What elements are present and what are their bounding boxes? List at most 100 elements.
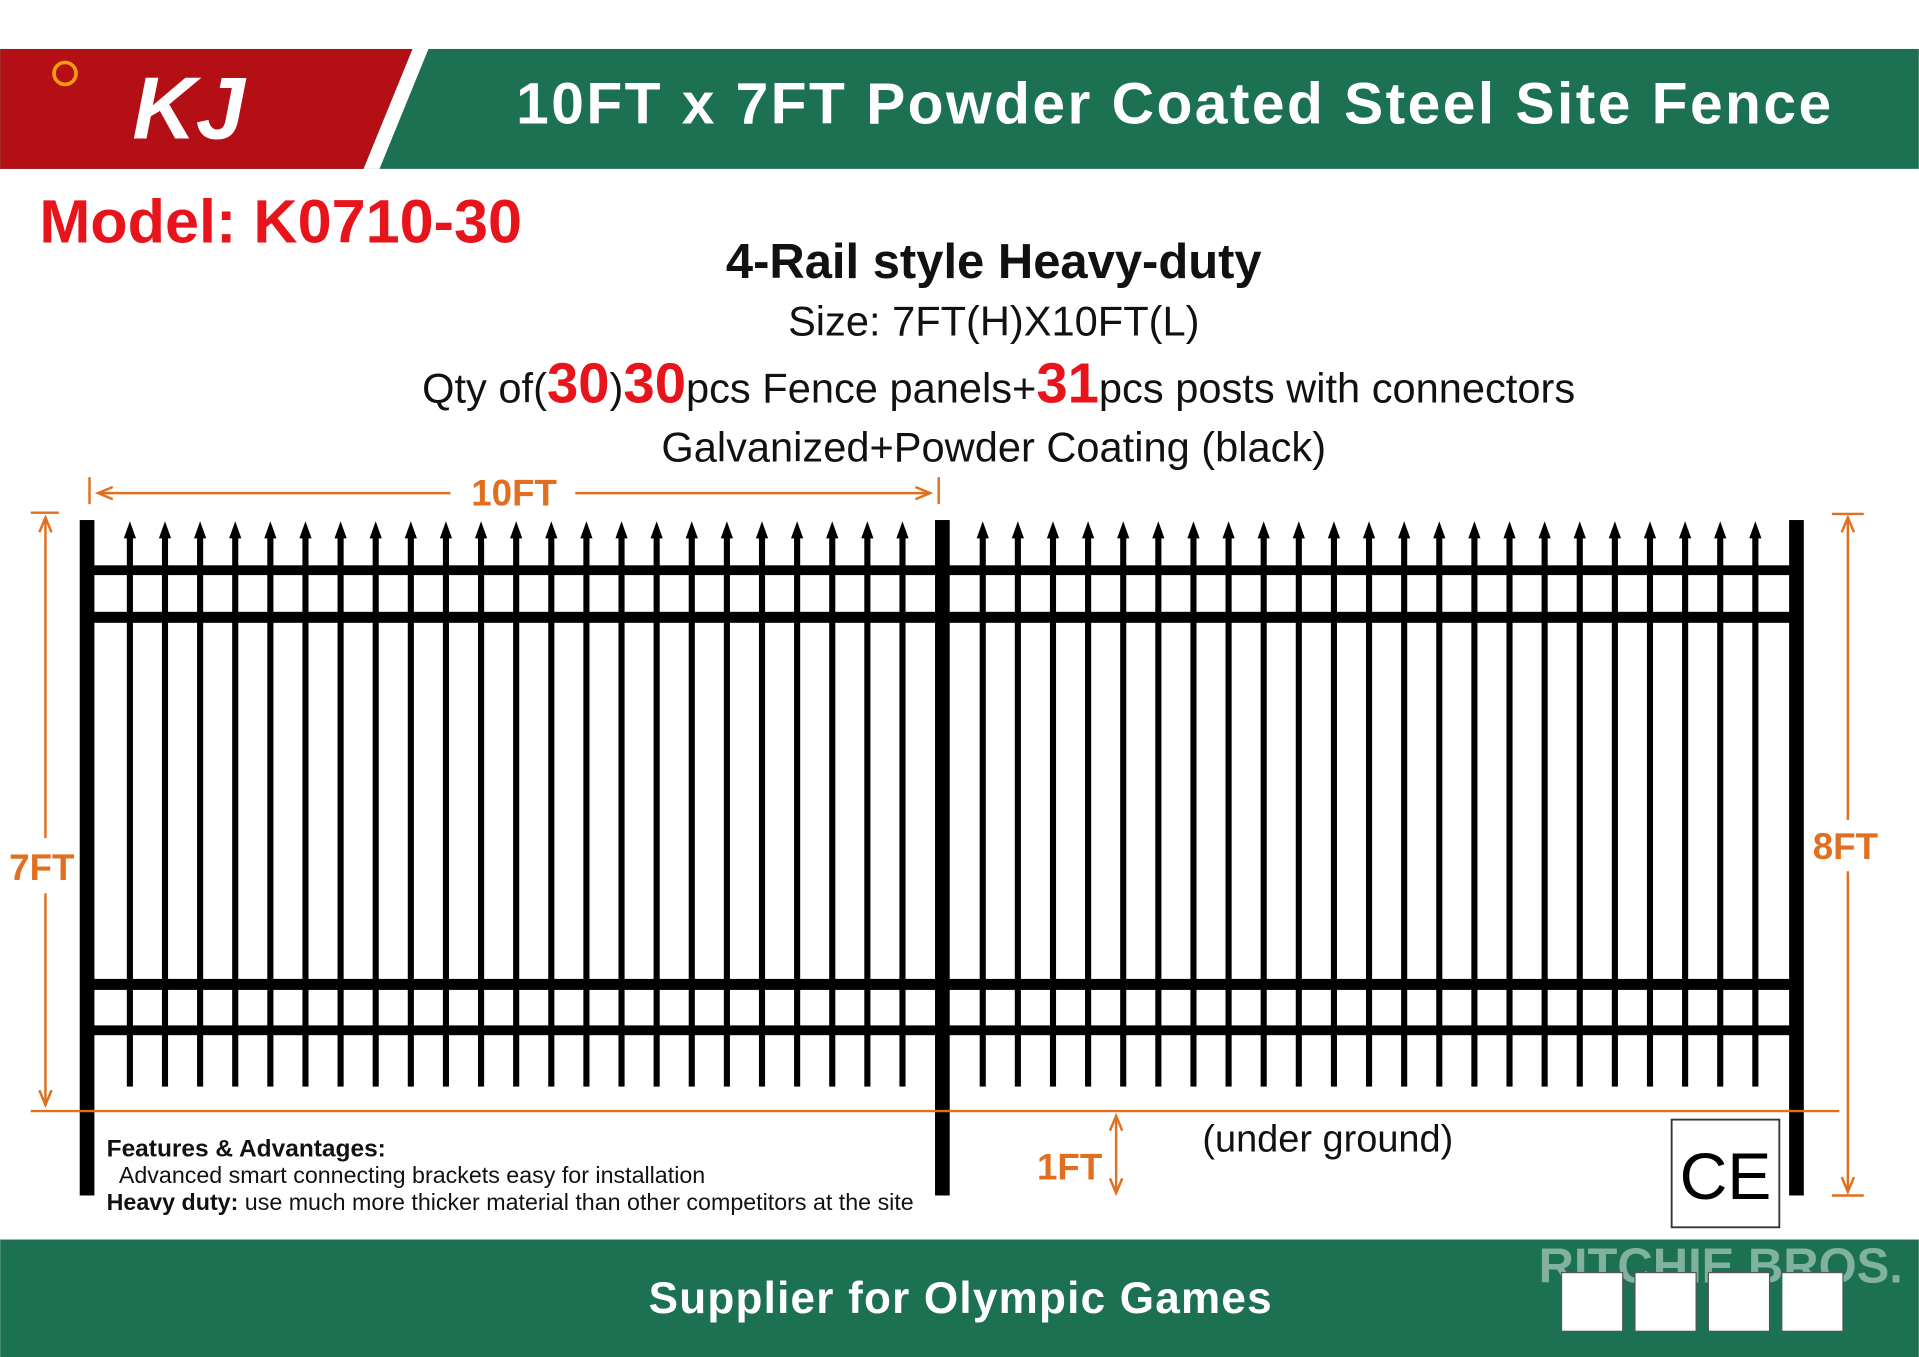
underground-label: (under ground) [1202, 1118, 1453, 1160]
picket [723, 535, 730, 1087]
picket [1327, 521, 1341, 539]
picket [1190, 535, 1197, 1087]
picket [650, 521, 663, 539]
picket [1398, 521, 1411, 539]
picket [161, 535, 169, 1087]
picket [1046, 521, 1060, 539]
qty-posts: pcs posts with connectors [1099, 365, 1575, 412]
picket [267, 535, 274, 1087]
picket [1152, 521, 1165, 539]
picket [1503, 521, 1516, 539]
feature-item: Advanced smart connecting brackets easy … [119, 1162, 705, 1188]
picket [229, 521, 242, 539]
qty-prefix: Qty of( [422, 365, 547, 412]
picket [583, 535, 590, 1087]
picket [791, 521, 804, 539]
size: Size: 7FT(H)X10FT(L) [788, 297, 1199, 344]
qty-panels: pcs Fence panels+ [686, 365, 1036, 412]
divider [363, 48, 429, 169]
picket [615, 521, 628, 539]
picket [478, 535, 485, 1087]
picket [979, 535, 986, 1087]
picket [1295, 535, 1302, 1087]
rail [85, 1025, 1797, 1036]
picket [1506, 535, 1513, 1087]
picket [1260, 535, 1267, 1087]
picket [758, 535, 766, 1087]
picket [1365, 535, 1373, 1087]
picket [1222, 521, 1235, 539]
picket [1538, 521, 1551, 539]
picket [618, 535, 625, 1087]
picket [1362, 521, 1376, 539]
picket [1155, 535, 1162, 1087]
picket [1257, 521, 1270, 539]
post-height-label: 8FT [1813, 826, 1879, 867]
coating: Galvanized+Powder Coating (black) [661, 423, 1326, 470]
logo [52, 60, 78, 87]
picket [864, 535, 871, 1087]
picket [474, 521, 488, 539]
picket [1081, 521, 1095, 539]
picket [580, 521, 593, 539]
footer: Supplier for Olympic Games [649, 1274, 1273, 1323]
quantity: Qty of(30)30pcs Fence panels+31pcs posts… [422, 352, 1575, 415]
brand: KJ [132, 58, 247, 157]
picket [1014, 535, 1021, 1087]
picket [548, 535, 555, 1087]
picket [334, 521, 347, 539]
picket [407, 535, 414, 1087]
picket [1468, 521, 1481, 539]
picket [1049, 535, 1057, 1087]
picket [1749, 521, 1762, 539]
picket [197, 535, 204, 1087]
picket [510, 521, 523, 539]
picket [826, 521, 839, 539]
picket [369, 521, 382, 539]
qty-count: 30 [623, 352, 686, 415]
model: Model: K0710-30 [39, 187, 522, 255]
picket [1608, 521, 1621, 539]
picket [1120, 535, 1127, 1087]
picket [1611, 535, 1618, 1087]
ce-mark: CE [1680, 1140, 1772, 1214]
length-label: 10FT [471, 472, 557, 513]
picket [1717, 535, 1724, 1087]
picket [1436, 535, 1443, 1087]
picket [513, 535, 520, 1087]
picket [1541, 535, 1548, 1087]
picket [1401, 535, 1408, 1087]
picket [1682, 535, 1689, 1087]
picket [442, 535, 450, 1087]
picket [1573, 521, 1586, 539]
picket [1187, 521, 1200, 539]
picket [976, 521, 989, 539]
picket [1471, 535, 1478, 1087]
picket [685, 521, 698, 539]
features-title: Features & Advantages: [107, 1135, 386, 1162]
picket [1330, 535, 1337, 1087]
picket [1433, 521, 1446, 539]
picket [545, 521, 558, 539]
picket [794, 535, 801, 1087]
qty-count: 30 [547, 352, 610, 415]
picket [299, 521, 312, 539]
picket [1643, 521, 1657, 539]
depth-label: 1FT [1037, 1147, 1103, 1188]
picket [1011, 521, 1024, 539]
dimension-lines [30, 477, 1864, 1197]
picket [899, 535, 906, 1087]
picket [1678, 521, 1692, 539]
picket [337, 535, 344, 1087]
picket [1576, 535, 1583, 1087]
feature-text: use much more thicker material than othe… [238, 1189, 913, 1215]
handling-icons [1560, 1271, 1844, 1332]
picket [372, 535, 379, 1087]
qty-close: ) [610, 365, 624, 412]
picket [896, 521, 909, 539]
height-label: 7FT [9, 847, 75, 888]
feature-item: Heavy duty: use much more thicker materi… [107, 1189, 914, 1215]
ce-box [1670, 1118, 1781, 1229]
